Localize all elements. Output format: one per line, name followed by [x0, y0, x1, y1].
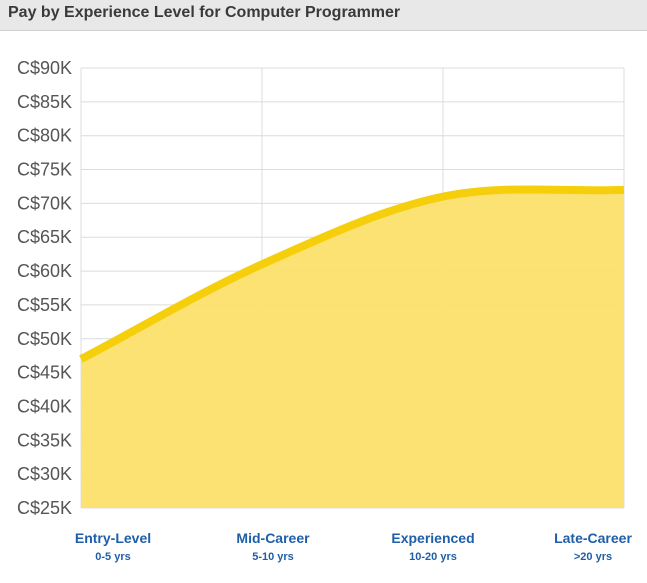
x-tick-sublabel: 0-5 yrs: [95, 551, 130, 563]
data-point: [439, 193, 447, 201]
y-tick-label: C$30K: [17, 464, 72, 484]
y-tick-label: C$45K: [17, 363, 72, 383]
y-tick-label: C$55K: [17, 295, 72, 315]
y-tick-label: C$60K: [17, 261, 72, 281]
data-point: [77, 355, 85, 363]
data-point: [620, 186, 628, 194]
x-tick-sublabel: 5-10 yrs: [252, 551, 294, 563]
x-tick-sublabel: 10-20 yrs: [409, 551, 457, 563]
y-tick-label: C$65K: [17, 227, 72, 247]
x-tick-label: Late-Career: [554, 530, 632, 546]
y-tick-label: C$25K: [17, 498, 72, 518]
x-tick-sublabel: >20 yrs: [574, 551, 612, 563]
y-tick-label: C$80K: [17, 126, 72, 146]
y-tick-label: C$70K: [17, 193, 72, 213]
y-tick-label: C$85K: [17, 92, 72, 112]
y-tick-label: C$90K: [17, 58, 72, 78]
chart-title: Pay by Experience Level for Computer Pro…: [8, 4, 401, 21]
area-fill: [81, 189, 624, 508]
data-point: [258, 260, 266, 268]
y-tick-label: C$40K: [17, 396, 72, 416]
x-tick-label: Entry-Level: [75, 530, 151, 546]
x-tick-label: Experienced: [391, 530, 474, 546]
series-line: [79, 185, 625, 363]
y-tick-label: C$50K: [17, 329, 72, 349]
x-tick-label: Mid-Career: [236, 530, 310, 546]
y-tick-label: C$35K: [17, 430, 72, 450]
y-tick-label: C$75K: [17, 160, 72, 180]
chart-header: Pay by Experience Level for Computer Pro…: [0, 0, 647, 31]
